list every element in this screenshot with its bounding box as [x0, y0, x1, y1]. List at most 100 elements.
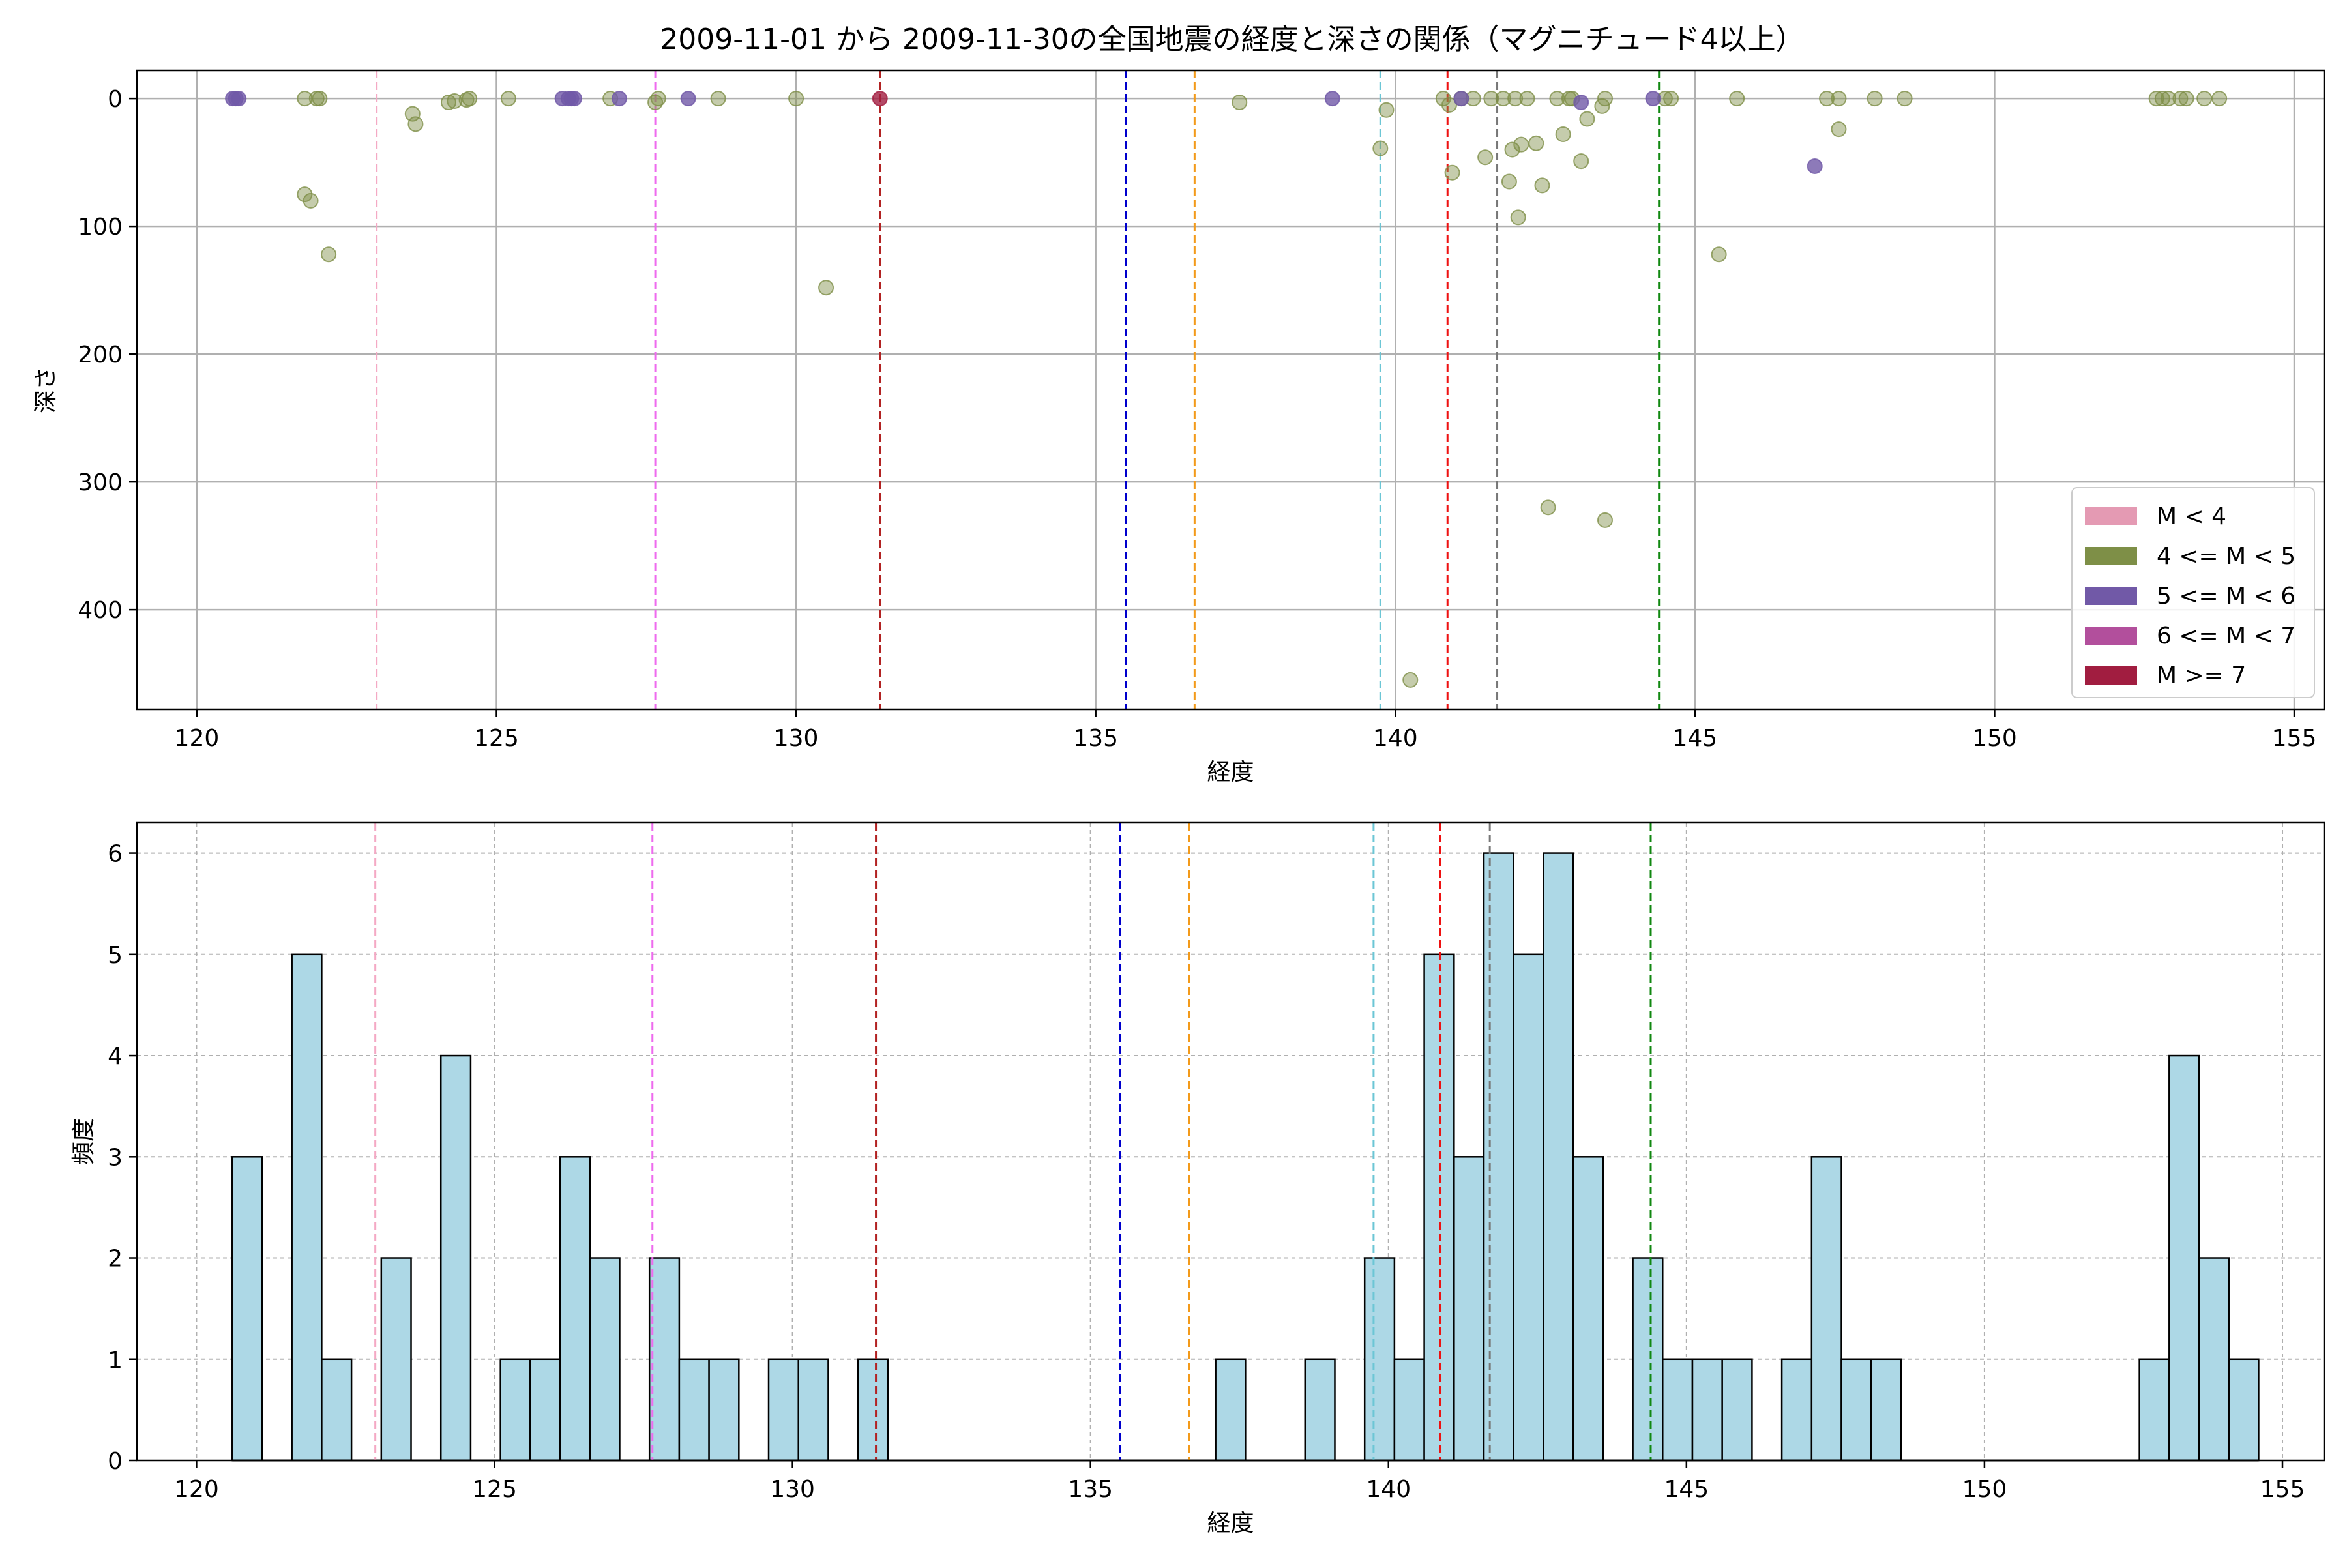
scatter-point	[1510, 209, 1526, 226]
histogram-bar	[499, 1358, 531, 1462]
scatter-point	[1711, 246, 1727, 263]
legend-label: M >= 7	[2157, 662, 2246, 689]
scatter-point	[2161, 91, 2177, 107]
histogram-bar	[1662, 1358, 1694, 1462]
scatter-point	[1453, 91, 1469, 107]
scatter-point	[2148, 91, 2164, 107]
histogram-bar	[1215, 1358, 1247, 1462]
histogram-bar	[2198, 1257, 2230, 1462]
histogram-axes-frame	[136, 821, 2325, 1462]
scatter-point	[1540, 499, 1556, 516]
scatter-point	[1867, 91, 1883, 107]
histogram-bar	[1363, 1257, 1396, 1462]
legend-label: 4 <= M < 5	[2157, 543, 2295, 570]
legend-swatch	[2085, 587, 2137, 605]
scatter-x-tick-label: 125	[474, 725, 519, 752]
scatter-reference-lines	[376, 70, 1661, 709]
histogram-bar	[1453, 1156, 1485, 1462]
scatter-point	[1513, 136, 1529, 153]
scatter-x-tick-label: 135	[1073, 725, 1118, 752]
legend-box	[2071, 487, 2315, 698]
histogram-bar	[2168, 1054, 2200, 1462]
scatter-point	[872, 91, 888, 107]
histogram-y-tick-label: 1	[108, 1347, 123, 1374]
scatter-x-tick-label: 140	[1373, 725, 1418, 752]
scatter-point	[818, 280, 834, 296]
scatter-point	[1483, 91, 1499, 107]
scatter-point	[462, 91, 478, 107]
scatter-point	[1597, 512, 1613, 528]
scatter-x-tick-label: 150	[1972, 725, 2017, 752]
legend-swatch	[2085, 666, 2137, 685]
scatter-point	[1372, 140, 1389, 156]
scatter-point	[567, 91, 582, 107]
histogram-bar	[231, 1156, 263, 1462]
histogram-x-tick-label: 120	[174, 1476, 219, 1503]
scatter-point	[1495, 91, 1511, 107]
scatter-series	[297, 91, 2228, 688]
scatter-point	[1501, 173, 1517, 190]
histogram-y-ticks: 0 1 2 3 4 5 6	[108, 841, 137, 1475]
scatter-point	[1579, 111, 1595, 127]
histogram-x-tick-label: 125	[472, 1476, 517, 1503]
scatter-point	[2154, 91, 2170, 107]
histogram-x-tick-label: 150	[1962, 1476, 2007, 1503]
scatter-point	[1729, 91, 1745, 107]
scatter-point	[407, 116, 424, 132]
scatter-point	[1444, 164, 1460, 181]
scatter-point	[500, 91, 516, 107]
scatter-point	[1528, 135, 1544, 151]
scatter-x-ticks: 120 125 130 135 140 145 150 155	[175, 709, 2317, 752]
scatter-point	[1402, 672, 1419, 688]
histogram-bar	[797, 1358, 829, 1462]
histogram-x-tick-label: 135	[1068, 1476, 1113, 1503]
histogram-x-tick-label: 145	[1664, 1476, 1709, 1503]
scatter-point	[1519, 91, 1535, 107]
histogram-bar	[1632, 1257, 1664, 1462]
scatter-point	[312, 91, 328, 107]
scatter-legend: M < 4 4 <= M < 5 5 <= M < 6 6 <= M < 7 M >= …	[2071, 487, 2315, 698]
scatter-point	[1897, 91, 1913, 107]
scatter-point	[2196, 91, 2213, 107]
scatter-point	[1378, 102, 1395, 118]
histogram-bar	[589, 1257, 621, 1462]
histogram-y-tick-label: 0	[108, 1448, 123, 1475]
histogram-x-ticks: 120 125 130 135 140 145 150 155	[174, 1460, 2305, 1503]
scatter-point	[1573, 153, 1589, 170]
histogram-grid	[137, 823, 2324, 1461]
scatter-point	[1435, 91, 1451, 107]
histogram-bar	[529, 1358, 561, 1462]
scatter-point	[1807, 158, 1823, 174]
histogram-bar	[439, 1054, 472, 1462]
scatter-series	[872, 91, 888, 107]
histogram-y-tick-label: 2	[108, 1246, 123, 1273]
histogram-x-tick-label: 140	[1366, 1476, 1411, 1503]
legend-swatch	[2085, 627, 2137, 645]
histogram-bar	[1513, 953, 1544, 1462]
histogram-bar	[1304, 1358, 1336, 1462]
scatter-point	[231, 91, 247, 107]
scatter-point	[1819, 91, 1835, 107]
histogram-bar	[1691, 1358, 1723, 1462]
histogram-bar	[1543, 852, 1574, 1462]
scatter-x-tick-label: 120	[175, 725, 220, 752]
histogram-y-tick-label: 3	[108, 1144, 123, 1171]
histogram-bar	[1483, 852, 1514, 1462]
legend-label: 6 <= M < 7	[2157, 623, 2295, 649]
scatter-x-tick-label: 155	[2272, 725, 2317, 752]
histogram-bar	[708, 1358, 740, 1462]
scatter-x-tick-label: 130	[774, 725, 819, 752]
scatter-point	[321, 246, 337, 263]
histogram-x-axis-label: 経度	[1207, 1510, 1254, 1537]
scatter-point	[680, 91, 696, 107]
scatter-point	[1663, 91, 1679, 107]
histogram-reference-lines	[374, 823, 1652, 1460]
scatter-point	[710, 91, 726, 107]
scatter-y-tick-label: 300	[78, 469, 123, 496]
histogram-bar	[1572, 1156, 1604, 1462]
scatter-y-ticks: 0 100 200 300 400	[78, 86, 137, 624]
scatter-point	[1477, 149, 1494, 166]
histogram-bar	[1780, 1358, 1813, 1462]
scatter-point	[1831, 121, 1847, 138]
